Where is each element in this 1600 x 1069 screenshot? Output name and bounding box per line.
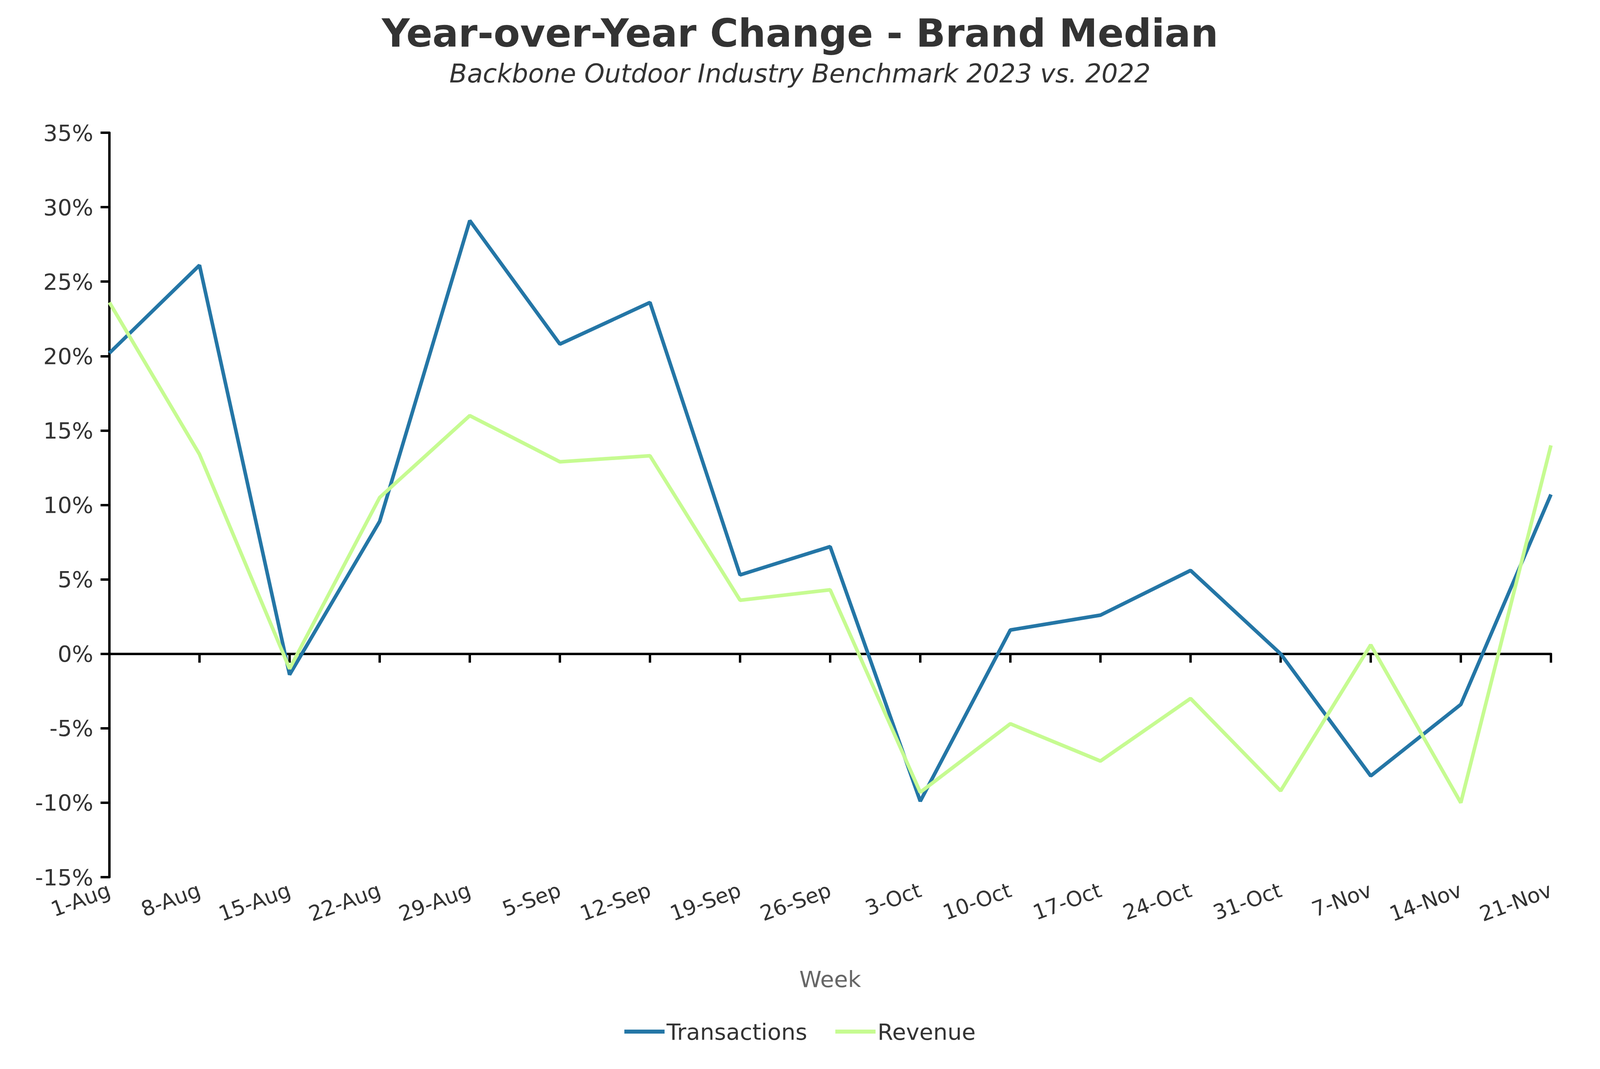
svg-text:15-Aug: 15-Aug [215,878,295,927]
svg-text:10-Oct: 10-Oct [939,878,1015,926]
svg-text:30%: 30% [43,194,94,221]
svg-text:3-Oct: 3-Oct [861,878,925,921]
svg-text:Transactions: Transactions [666,1018,808,1045]
svg-text:1-Aug: 1-Aug [47,878,114,922]
svg-text:21-Nov: 21-Nov [1476,878,1556,927]
svg-text:25%: 25% [43,268,94,295]
svg-text:0%: 0% [57,640,94,667]
svg-text:12-Sep: 12-Sep [576,878,654,926]
svg-text:31-Oct: 31-Oct [1209,878,1285,926]
svg-text:26-Sep: 26-Sep [756,878,835,926]
svg-text:10%: 10% [43,491,94,519]
svg-text:Backbone Outdoor Industry Benc: Backbone Outdoor Industry Benchmark 2023… [449,58,1151,89]
svg-text:35%: 35% [43,119,94,147]
svg-text:-10%: -10% [34,789,94,816]
svg-text:15%: 15% [43,417,94,444]
svg-text:29-Aug: 29-Aug [395,878,475,927]
svg-text:20%: 20% [43,343,94,370]
svg-text:22-Aug: 22-Aug [305,878,385,927]
svg-text:Revenue: Revenue [877,1018,976,1045]
svg-text:8-Aug: 8-Aug [137,878,204,922]
svg-text:19-Sep: 19-Sep [666,878,745,926]
svg-text:-15%: -15% [35,864,94,891]
svg-text:14-Nov: 14-Nov [1386,878,1466,927]
svg-text:5-Sep: 5-Sep [499,878,564,922]
svg-text:24-Oct: 24-Oct [1119,878,1195,926]
svg-text:-5%: -5% [49,715,94,742]
svg-text:17-Oct: 17-Oct [1029,878,1105,926]
svg-text:Year-over-Year Change - Brand: Year-over-Year Change - Brand Median [381,10,1218,56]
svg-text:5%: 5% [57,566,94,593]
svg-text:Week: Week [799,966,862,993]
svg-text:7-Nov: 7-Nov [1308,878,1376,922]
